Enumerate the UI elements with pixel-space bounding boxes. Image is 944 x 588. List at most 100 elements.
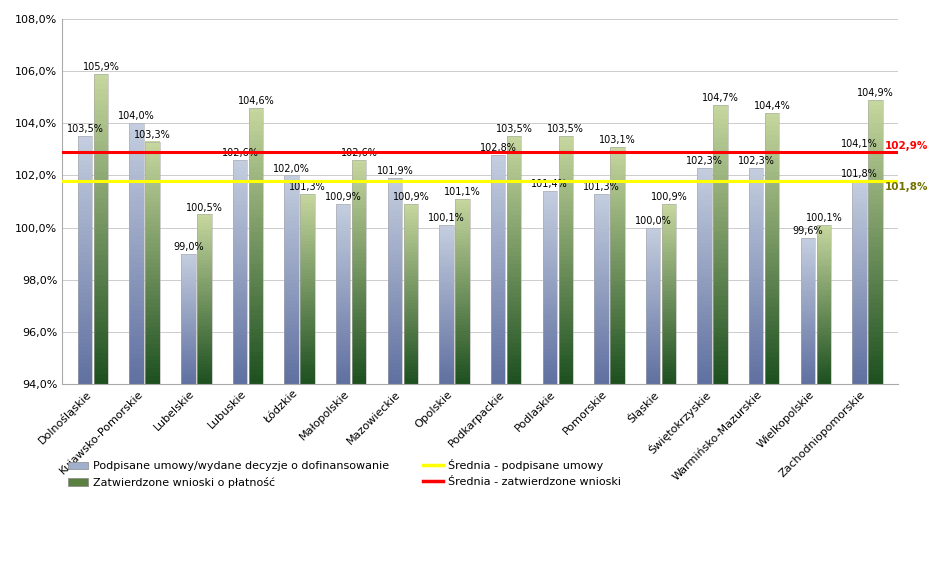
Bar xyxy=(713,245,727,249)
Bar xyxy=(558,219,572,223)
Bar xyxy=(300,323,314,327)
Bar xyxy=(661,270,676,273)
Bar xyxy=(336,282,350,285)
Bar xyxy=(542,288,556,290)
Bar xyxy=(610,313,624,317)
Bar xyxy=(93,280,109,286)
Bar xyxy=(713,216,727,221)
Bar xyxy=(403,234,417,237)
Bar xyxy=(197,359,211,362)
Bar xyxy=(77,326,93,330)
Bar xyxy=(248,223,263,228)
Bar xyxy=(197,350,211,353)
Bar xyxy=(300,375,314,377)
Bar xyxy=(351,343,366,346)
Bar xyxy=(403,306,417,309)
Bar xyxy=(455,214,469,218)
Bar xyxy=(439,275,453,278)
Bar xyxy=(129,288,143,293)
Bar xyxy=(77,178,93,182)
Bar xyxy=(506,215,521,219)
Bar xyxy=(594,298,608,302)
Bar xyxy=(248,333,263,338)
Bar xyxy=(558,202,572,206)
Bar xyxy=(661,243,676,246)
Bar xyxy=(300,219,314,222)
Bar xyxy=(661,255,676,258)
Bar xyxy=(816,305,830,307)
Bar xyxy=(490,166,505,170)
Bar xyxy=(336,306,350,309)
Bar xyxy=(336,330,350,333)
Text: 102,3%: 102,3% xyxy=(685,156,722,166)
Bar xyxy=(455,353,469,356)
Bar xyxy=(403,252,417,255)
Bar xyxy=(868,266,882,270)
Bar xyxy=(868,341,882,346)
Bar xyxy=(232,223,247,227)
Bar xyxy=(868,379,882,384)
Bar xyxy=(749,279,763,283)
Bar xyxy=(610,230,624,233)
Bar xyxy=(868,166,882,171)
Bar xyxy=(506,310,521,314)
Bar xyxy=(506,306,521,310)
Bar xyxy=(181,336,195,338)
Bar xyxy=(558,326,572,330)
Bar xyxy=(506,165,521,169)
Bar xyxy=(851,279,866,282)
Bar xyxy=(713,133,727,138)
Bar xyxy=(868,246,882,251)
Bar xyxy=(610,214,624,218)
Bar xyxy=(351,201,366,205)
Bar xyxy=(697,265,711,269)
Bar xyxy=(403,222,417,225)
Bar xyxy=(181,308,195,310)
Bar xyxy=(800,367,815,369)
Bar xyxy=(197,226,211,229)
Bar xyxy=(713,212,727,216)
Bar xyxy=(558,252,572,256)
Bar xyxy=(490,235,505,239)
Bar xyxy=(542,211,556,213)
Bar xyxy=(713,379,727,384)
Bar xyxy=(506,322,521,326)
Bar xyxy=(181,371,195,373)
Bar xyxy=(713,119,727,123)
Bar xyxy=(542,368,556,371)
Bar xyxy=(439,262,453,265)
Bar xyxy=(868,204,882,209)
Bar xyxy=(248,361,263,366)
Bar xyxy=(490,223,505,227)
Bar xyxy=(351,242,366,246)
Bar xyxy=(661,330,676,333)
Bar xyxy=(181,330,195,332)
Bar xyxy=(645,290,660,293)
Bar xyxy=(439,254,453,257)
Bar xyxy=(661,231,676,234)
Bar xyxy=(181,328,195,330)
Text: 103,5%: 103,5% xyxy=(547,125,583,135)
Bar xyxy=(610,146,624,151)
Bar xyxy=(765,298,779,303)
Bar xyxy=(697,330,711,333)
Bar xyxy=(661,291,676,294)
Bar xyxy=(387,216,401,219)
Bar xyxy=(145,214,160,218)
Bar xyxy=(248,191,263,195)
Bar xyxy=(284,179,298,182)
Bar xyxy=(506,302,521,306)
Text: 102,9%: 102,9% xyxy=(884,141,927,151)
Bar xyxy=(749,312,763,315)
Bar xyxy=(868,152,882,156)
Bar xyxy=(816,342,830,344)
Bar xyxy=(300,352,314,355)
Bar xyxy=(542,316,556,320)
Bar xyxy=(145,202,160,206)
Bar xyxy=(558,268,572,272)
Bar xyxy=(248,269,263,273)
Bar xyxy=(816,246,830,249)
Bar xyxy=(868,365,882,370)
Bar xyxy=(749,352,763,355)
Bar xyxy=(765,366,779,370)
